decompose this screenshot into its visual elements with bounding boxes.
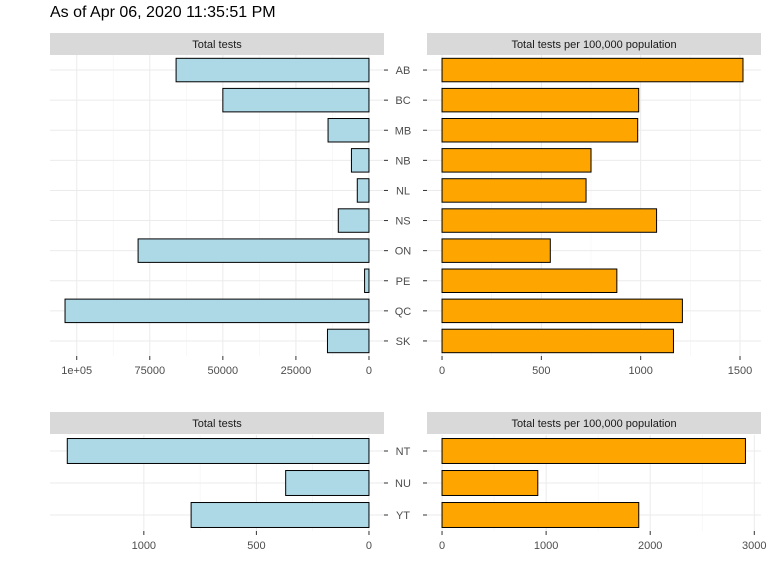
x-tick-label: 1500 [728,365,752,377]
x-tick-label: 2000 [638,540,662,552]
x-tick-label: 1000 [132,540,156,552]
bar-ns [441,208,658,233]
bar-mb [327,118,370,143]
category-label-on: ON [395,246,412,258]
bar-sk [326,328,370,354]
x-tick-label: 0 [366,365,372,377]
bar-nl [441,178,587,203]
bar-nu [441,470,539,496]
facet-strip [50,412,384,434]
bar-pe [364,268,370,293]
bar-ab [175,57,370,83]
category-label-nb: NB [395,155,410,167]
facet-strip-label: Total tests [192,418,242,430]
facet-strip [427,33,761,55]
x-tick-label: 25000 [281,365,312,377]
facet-strip [50,33,384,55]
category-label-pe: PE [396,276,411,288]
bar-yt [441,502,640,528]
category-label-nl: NL [396,185,410,197]
x-tick-label: 50000 [208,365,239,377]
bar-nb [441,148,592,173]
bar-bc [222,87,370,113]
x-tick-label: 500 [532,365,550,377]
bar-ab [441,57,744,83]
category-label-bc: BC [395,95,410,107]
bar-on [441,238,551,263]
category-label-yt: YT [396,510,410,522]
bar-nt [66,438,370,464]
bar-mb [441,118,639,143]
chart-title: As of Apr 06, 2020 11:35:51 PM [50,4,276,21]
bar-nb [350,148,370,173]
bar-nt [441,438,746,464]
bar-bc [441,87,640,113]
x-tick-label: 75000 [134,365,165,377]
bar-qc [441,298,683,324]
facet-strip-label: Total tests [192,39,242,51]
x-tick-label: 1e+05 [61,365,92,377]
bar-sk [441,328,674,354]
x-tick-label: 0 [439,540,445,552]
bar-ns [337,208,370,233]
category-label-ab: AB [396,65,411,77]
x-tick-label: 1000 [628,365,652,377]
bar-nu [285,470,370,496]
facet-strip-label: Total tests per 100,000 population [511,39,676,51]
x-tick-label: 0 [439,365,445,377]
x-tick-label: 1000 [534,540,558,552]
x-tick-label: 0 [366,540,372,552]
category-label-qc: QC [395,306,412,318]
facet-strip [427,412,761,434]
category-label-nt: NT [396,446,411,458]
x-tick-label: 3000 [742,540,766,552]
category-label-mb: MB [395,125,412,137]
bar-qc [64,298,370,324]
bar-yt [190,502,370,528]
x-tick-label: 500 [247,540,265,552]
category-label-ns: NS [395,216,410,228]
category-label-sk: SK [396,336,411,348]
bar-on [137,238,370,263]
facet-strip-label: Total tests per 100,000 population [511,418,676,430]
bar-pe [441,268,618,293]
bar-nl [356,178,370,203]
category-label-nu: NU [395,478,411,490]
